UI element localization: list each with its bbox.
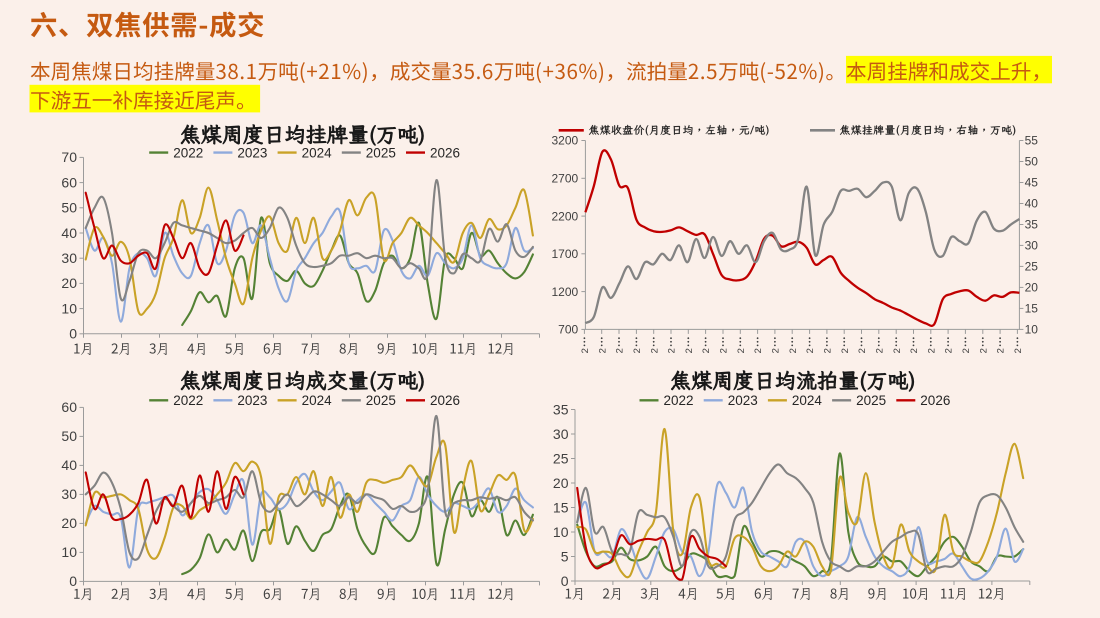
svg-text:20: 20	[553, 475, 569, 491]
svg-text:50: 50	[61, 200, 77, 216]
svg-text:2026: 2026	[430, 393, 460, 408]
svg-text:2025: 2025	[366, 145, 396, 160]
svg-text:2024: 2024	[302, 393, 333, 408]
svg-text:2: 2	[649, 348, 660, 353]
svg-text:60: 60	[61, 174, 77, 190]
svg-text:20: 20	[1025, 281, 1039, 295]
svg-text:10: 10	[61, 544, 77, 560]
svg-text:30: 30	[61, 486, 77, 502]
svg-text:3200: 3200	[551, 134, 578, 148]
svg-text:60: 60	[61, 399, 77, 415]
svg-text:1700: 1700	[551, 247, 578, 261]
svg-text:2023: 2023	[237, 145, 267, 160]
svg-text:2: 2	[909, 348, 920, 353]
svg-text:700: 700	[558, 323, 578, 337]
svg-text:2: 2	[580, 348, 591, 353]
svg-text:25: 25	[553, 450, 569, 466]
svg-text:10: 10	[553, 524, 569, 540]
svg-text:2: 2	[1013, 348, 1024, 353]
svg-text:35: 35	[553, 401, 569, 417]
svg-text:35: 35	[1025, 218, 1039, 232]
svg-text:15: 15	[1025, 302, 1039, 316]
svg-text:2700: 2700	[551, 172, 578, 186]
svg-text:2: 2	[701, 348, 712, 353]
svg-text:0: 0	[561, 573, 569, 589]
svg-text:30: 30	[1025, 239, 1039, 253]
svg-text:2: 2	[823, 348, 834, 353]
svg-text:5: 5	[561, 548, 569, 564]
svg-text:2025: 2025	[856, 393, 886, 408]
svg-text:20: 20	[61, 275, 77, 291]
svg-text:2: 2	[719, 348, 730, 353]
svg-text:2: 2	[736, 348, 747, 353]
svg-text:2: 2	[597, 348, 608, 353]
svg-text:20: 20	[61, 515, 77, 531]
svg-text:2024: 2024	[302, 145, 333, 160]
svg-text:50: 50	[61, 428, 77, 444]
svg-text:55: 55	[1025, 134, 1039, 148]
svg-text:2: 2	[961, 348, 972, 353]
svg-text:25: 25	[1025, 260, 1039, 274]
svg-text:2: 2	[892, 348, 903, 353]
svg-text:2: 2	[771, 348, 782, 353]
svg-text:30: 30	[553, 426, 569, 442]
svg-text:2: 2	[667, 348, 678, 353]
svg-text:2022: 2022	[173, 145, 203, 160]
svg-text:40: 40	[1025, 197, 1039, 211]
svg-text:2: 2	[840, 348, 851, 353]
svg-text:0: 0	[69, 326, 77, 342]
svg-text:2: 2	[753, 348, 764, 353]
svg-text:2: 2	[944, 348, 955, 353]
svg-text:2: 2	[857, 348, 868, 353]
svg-text:2: 2	[874, 348, 885, 353]
svg-text:2025: 2025	[366, 393, 396, 408]
svg-text:2200: 2200	[551, 209, 578, 223]
svg-text:2: 2	[805, 348, 816, 353]
svg-text:2023: 2023	[237, 393, 267, 408]
svg-text:2: 2	[632, 348, 643, 353]
svg-text:10: 10	[1025, 323, 1039, 337]
svg-text:45: 45	[1025, 176, 1039, 190]
svg-text:2: 2	[996, 348, 1007, 353]
svg-text:2026: 2026	[430, 145, 460, 160]
svg-text:2023: 2023	[728, 393, 758, 408]
svg-text:2022: 2022	[664, 393, 694, 408]
svg-text:2: 2	[684, 348, 695, 353]
svg-text:50: 50	[1025, 155, 1039, 169]
svg-text:10: 10	[61, 300, 77, 316]
svg-text:15: 15	[553, 499, 569, 515]
svg-text:0: 0	[69, 573, 77, 589]
svg-text:2024: 2024	[792, 393, 823, 408]
svg-text:2022: 2022	[173, 393, 203, 408]
svg-text:2: 2	[926, 348, 937, 353]
svg-text:1200: 1200	[551, 285, 578, 299]
svg-text:2: 2	[788, 348, 799, 353]
svg-text:2: 2	[615, 348, 626, 353]
svg-text:2026: 2026	[920, 393, 950, 408]
svg-text:70: 70	[61, 149, 77, 165]
svg-text:2: 2	[978, 348, 989, 353]
svg-text:40: 40	[61, 225, 77, 241]
svg-text:30: 30	[61, 250, 77, 266]
svg-text:40: 40	[61, 457, 77, 473]
